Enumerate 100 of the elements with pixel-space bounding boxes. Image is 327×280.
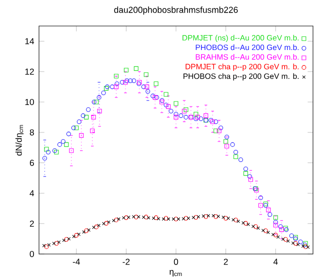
y-tick-label: 8 — [30, 129, 34, 136]
point — [87, 228, 91, 232]
y-tick-label: 0 — [30, 250, 34, 258]
point — [243, 166, 248, 172]
point — [44, 146, 49, 152]
point — [273, 232, 278, 238]
point — [67, 237, 71, 240]
point — [258, 203, 263, 208]
point — [224, 139, 228, 144]
point — [164, 102, 168, 108]
point — [164, 92, 168, 97]
point — [141, 84, 146, 90]
point — [214, 119, 218, 124]
point — [84, 228, 89, 234]
point — [74, 126, 79, 130]
point — [216, 128, 222, 134]
point — [230, 142, 235, 147]
point — [293, 241, 298, 246]
point — [91, 114, 96, 120]
point — [289, 233, 294, 238]
point — [66, 132, 71, 136]
point — [114, 84, 118, 90]
x-tick-label: 4 — [273, 258, 278, 265]
point — [234, 154, 238, 159]
y-tick-label: 6 — [30, 160, 34, 166]
point — [279, 227, 284, 232]
point — [120, 80, 124, 85]
point — [107, 220, 110, 224]
point — [174, 112, 178, 116]
point — [82, 230, 86, 234]
point — [128, 78, 133, 83]
point — [112, 218, 116, 222]
point — [178, 113, 184, 118]
point — [69, 148, 74, 153]
point — [104, 221, 109, 226]
point — [54, 241, 59, 246]
y-tick-label: 14 — [25, 38, 34, 44]
y-tick-label: 12 — [25, 68, 34, 75]
point — [286, 239, 290, 243]
point — [278, 224, 283, 229]
point — [268, 212, 272, 217]
point — [266, 208, 271, 212]
point — [168, 108, 174, 114]
point — [96, 95, 102, 100]
point — [144, 72, 148, 77]
point — [234, 150, 238, 154]
point — [252, 224, 255, 228]
point — [263, 228, 268, 234]
point — [64, 142, 69, 147]
point — [261, 228, 265, 232]
point — [276, 235, 280, 239]
x-tick-label: 0 — [174, 258, 178, 265]
chart-title: dau200phobosbrahmsfusmb226 — [114, 6, 238, 15]
point — [218, 126, 224, 130]
point — [144, 84, 150, 90]
point — [71, 126, 76, 130]
point — [174, 114, 178, 120]
point — [283, 237, 288, 242]
point — [84, 114, 89, 120]
point — [194, 112, 198, 116]
point — [247, 174, 252, 179]
y-tick-label: 2 — [30, 220, 34, 227]
y-tick-label: 10 — [25, 98, 34, 106]
point — [90, 128, 95, 134]
point — [248, 177, 253, 182]
point — [246, 222, 250, 226]
point — [79, 133, 84, 138]
point — [184, 114, 188, 120]
point — [57, 142, 62, 147]
point — [132, 78, 136, 83]
point — [44, 244, 49, 249]
point — [60, 139, 66, 144]
point — [296, 242, 300, 246]
point — [64, 237, 69, 242]
point — [198, 116, 204, 121]
point — [242, 221, 245, 225]
point — [77, 232, 81, 236]
point — [114, 81, 120, 86]
point — [94, 224, 99, 230]
point — [101, 90, 106, 96]
point — [204, 113, 208, 118]
point — [80, 113, 86, 118]
point — [273, 215, 278, 220]
y-axis-title: dN/dη$_{cm}$ — [15, 125, 24, 156]
x-tick-label: 2 — [224, 258, 228, 265]
point — [46, 150, 50, 154]
point — [154, 81, 158, 86]
point — [271, 232, 275, 236]
point — [102, 222, 106, 226]
point — [236, 220, 240, 224]
point — [76, 119, 82, 124]
point — [273, 222, 278, 228]
point — [72, 234, 76, 238]
point — [253, 224, 258, 229]
point — [94, 100, 99, 104]
point — [234, 218, 238, 222]
point — [266, 230, 270, 234]
point — [146, 89, 150, 94]
x-tick-label: -2 — [122, 258, 130, 265]
point — [74, 233, 79, 238]
